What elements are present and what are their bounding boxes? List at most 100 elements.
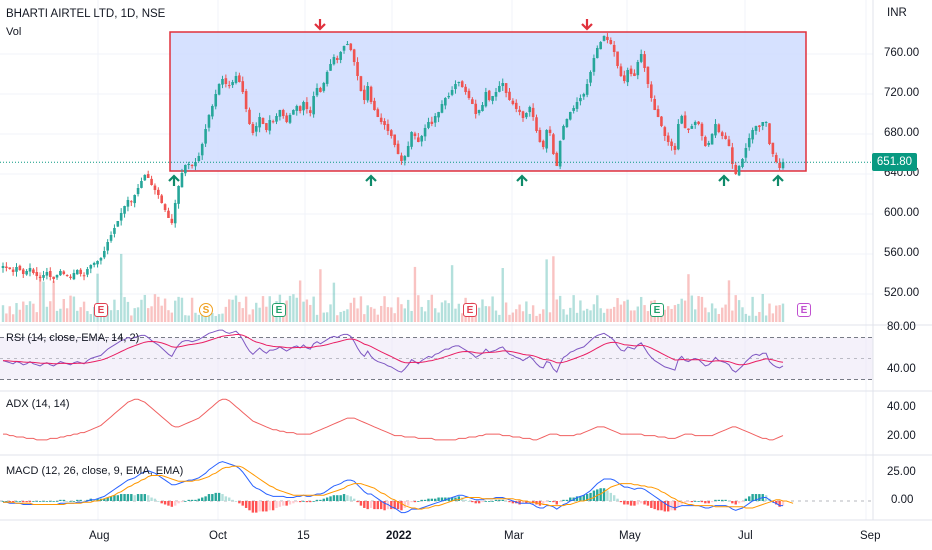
macd-histogram-bar	[140, 494, 143, 501]
candle-body	[460, 81, 464, 87]
candle-body	[558, 141, 562, 167]
volume-bar	[42, 281, 45, 322]
macd-histogram-bar	[508, 501, 511, 503]
volume-bar	[244, 296, 248, 322]
candle-body	[116, 221, 120, 227]
candle-body	[636, 62, 640, 76]
volume-bar	[565, 314, 569, 322]
rsi-label[interactable]: RSI (14, close, EMA, 14, 2)	[6, 332, 140, 344]
macd-histogram-bar	[325, 497, 329, 501]
volume-label: Vol	[6, 26, 22, 38]
macd-histogram-bar	[687, 501, 690, 503]
candle-body	[741, 159, 744, 167]
up-arrow-icon	[718, 174, 730, 186]
macd-histogram-bar	[271, 501, 275, 511]
candle-body	[227, 85, 231, 87]
macd-histogram-bar	[174, 501, 177, 506]
adx-label[interactable]: ADX (14, 14)	[6, 398, 70, 410]
volume-bar	[187, 315, 190, 322]
macd-histogram-bar	[170, 501, 174, 507]
price-tick: 520.00	[884, 287, 920, 299]
candle-body	[160, 195, 164, 203]
volume-bar	[474, 314, 477, 322]
volume-bar	[190, 297, 194, 322]
macd-histogram-bar	[376, 501, 380, 510]
earnings-event-marker[interactable]: E	[272, 303, 286, 317]
macd-histogram-bar	[288, 501, 292, 505]
volume-bar	[636, 306, 640, 322]
macd-histogram-bar	[292, 501, 295, 504]
volume-bar	[612, 306, 616, 322]
candle-body	[21, 269, 25, 274]
candle-body	[633, 73, 636, 76]
volume-bar	[224, 306, 228, 322]
volume-bar	[342, 310, 346, 322]
candle-body	[386, 123, 390, 131]
candle-body	[697, 121, 700, 124]
candle-body	[362, 89, 366, 100]
macd-label[interactable]: MACD (12, 26, close, 9, EMA, EMA)	[6, 465, 184, 477]
volume-bar	[602, 312, 606, 322]
volume-bar	[461, 313, 464, 322]
candle-body	[146, 174, 150, 178]
macd-histogram-bar	[724, 499, 727, 501]
macd-histogram-bar	[477, 501, 481, 504]
candle-body	[302, 102, 305, 111]
candle-body	[248, 109, 251, 124]
macd-histogram-bar	[312, 501, 315, 502]
candle-body	[140, 181, 143, 188]
macd-histogram-bar	[704, 501, 707, 504]
earnings-event-marker[interactable]: E	[463, 303, 477, 317]
volume-bar	[714, 308, 717, 322]
volume-bar	[639, 296, 643, 322]
candle-body	[288, 115, 292, 123]
volume-bar	[146, 308, 150, 322]
candle-body	[731, 147, 734, 164]
candle-body	[440, 104, 444, 113]
volume-bar	[417, 295, 420, 322]
macd-histogram-bar	[119, 494, 123, 501]
candle-body	[606, 36, 609, 40]
volume-bar	[153, 294, 157, 322]
candle-body	[724, 135, 727, 139]
macd-histogram-bar	[255, 501, 258, 513]
candle-body	[99, 258, 103, 261]
macd-histogram-bar	[96, 498, 99, 501]
volume-bar	[126, 301, 130, 322]
split-event-marker[interactable]: S	[199, 303, 213, 317]
candle-body	[622, 75, 626, 81]
candle-body	[234, 76, 238, 83]
macd-histogram-bar	[258, 501, 261, 512]
earnings-event-marker[interactable]: E	[797, 303, 811, 317]
macd-histogram-bar	[106, 497, 109, 501]
volume-bar	[113, 299, 116, 322]
volume-bar	[65, 308, 69, 322]
volume-bar	[315, 314, 319, 322]
up-arrow-icon	[772, 174, 784, 186]
volume-bar	[778, 305, 781, 322]
symbol-title[interactable]: BHARTI AIRTEL LTD, 1D, NSE	[6, 8, 166, 20]
macd-histogram-bar	[224, 496, 228, 501]
rsi-tick: 40.00	[887, 363, 916, 375]
candle-body	[92, 263, 96, 265]
macd-histogram-bar	[666, 501, 670, 512]
candle-body	[11, 269, 15, 272]
volume-bar	[62, 298, 65, 322]
volume-bar	[292, 294, 295, 322]
candle-body	[59, 271, 62, 276]
candle-body	[525, 113, 528, 118]
macd-histogram-bar	[609, 492, 612, 501]
macd-histogram-bar	[201, 497, 204, 501]
earnings-event-marker[interactable]: E	[650, 303, 664, 317]
earnings-event-marker[interactable]: E	[94, 303, 108, 317]
volume-bar	[359, 296, 363, 322]
volume-bars	[1, 253, 785, 322]
candle-body	[602, 36, 606, 41]
volume-bar	[356, 308, 359, 322]
volume-bar	[133, 308, 136, 322]
macd-histogram-bar	[332, 495, 336, 501]
macd-histogram-bar	[592, 490, 596, 501]
volume-bar	[555, 299, 558, 322]
macd-histogram-bar	[758, 494, 761, 501]
